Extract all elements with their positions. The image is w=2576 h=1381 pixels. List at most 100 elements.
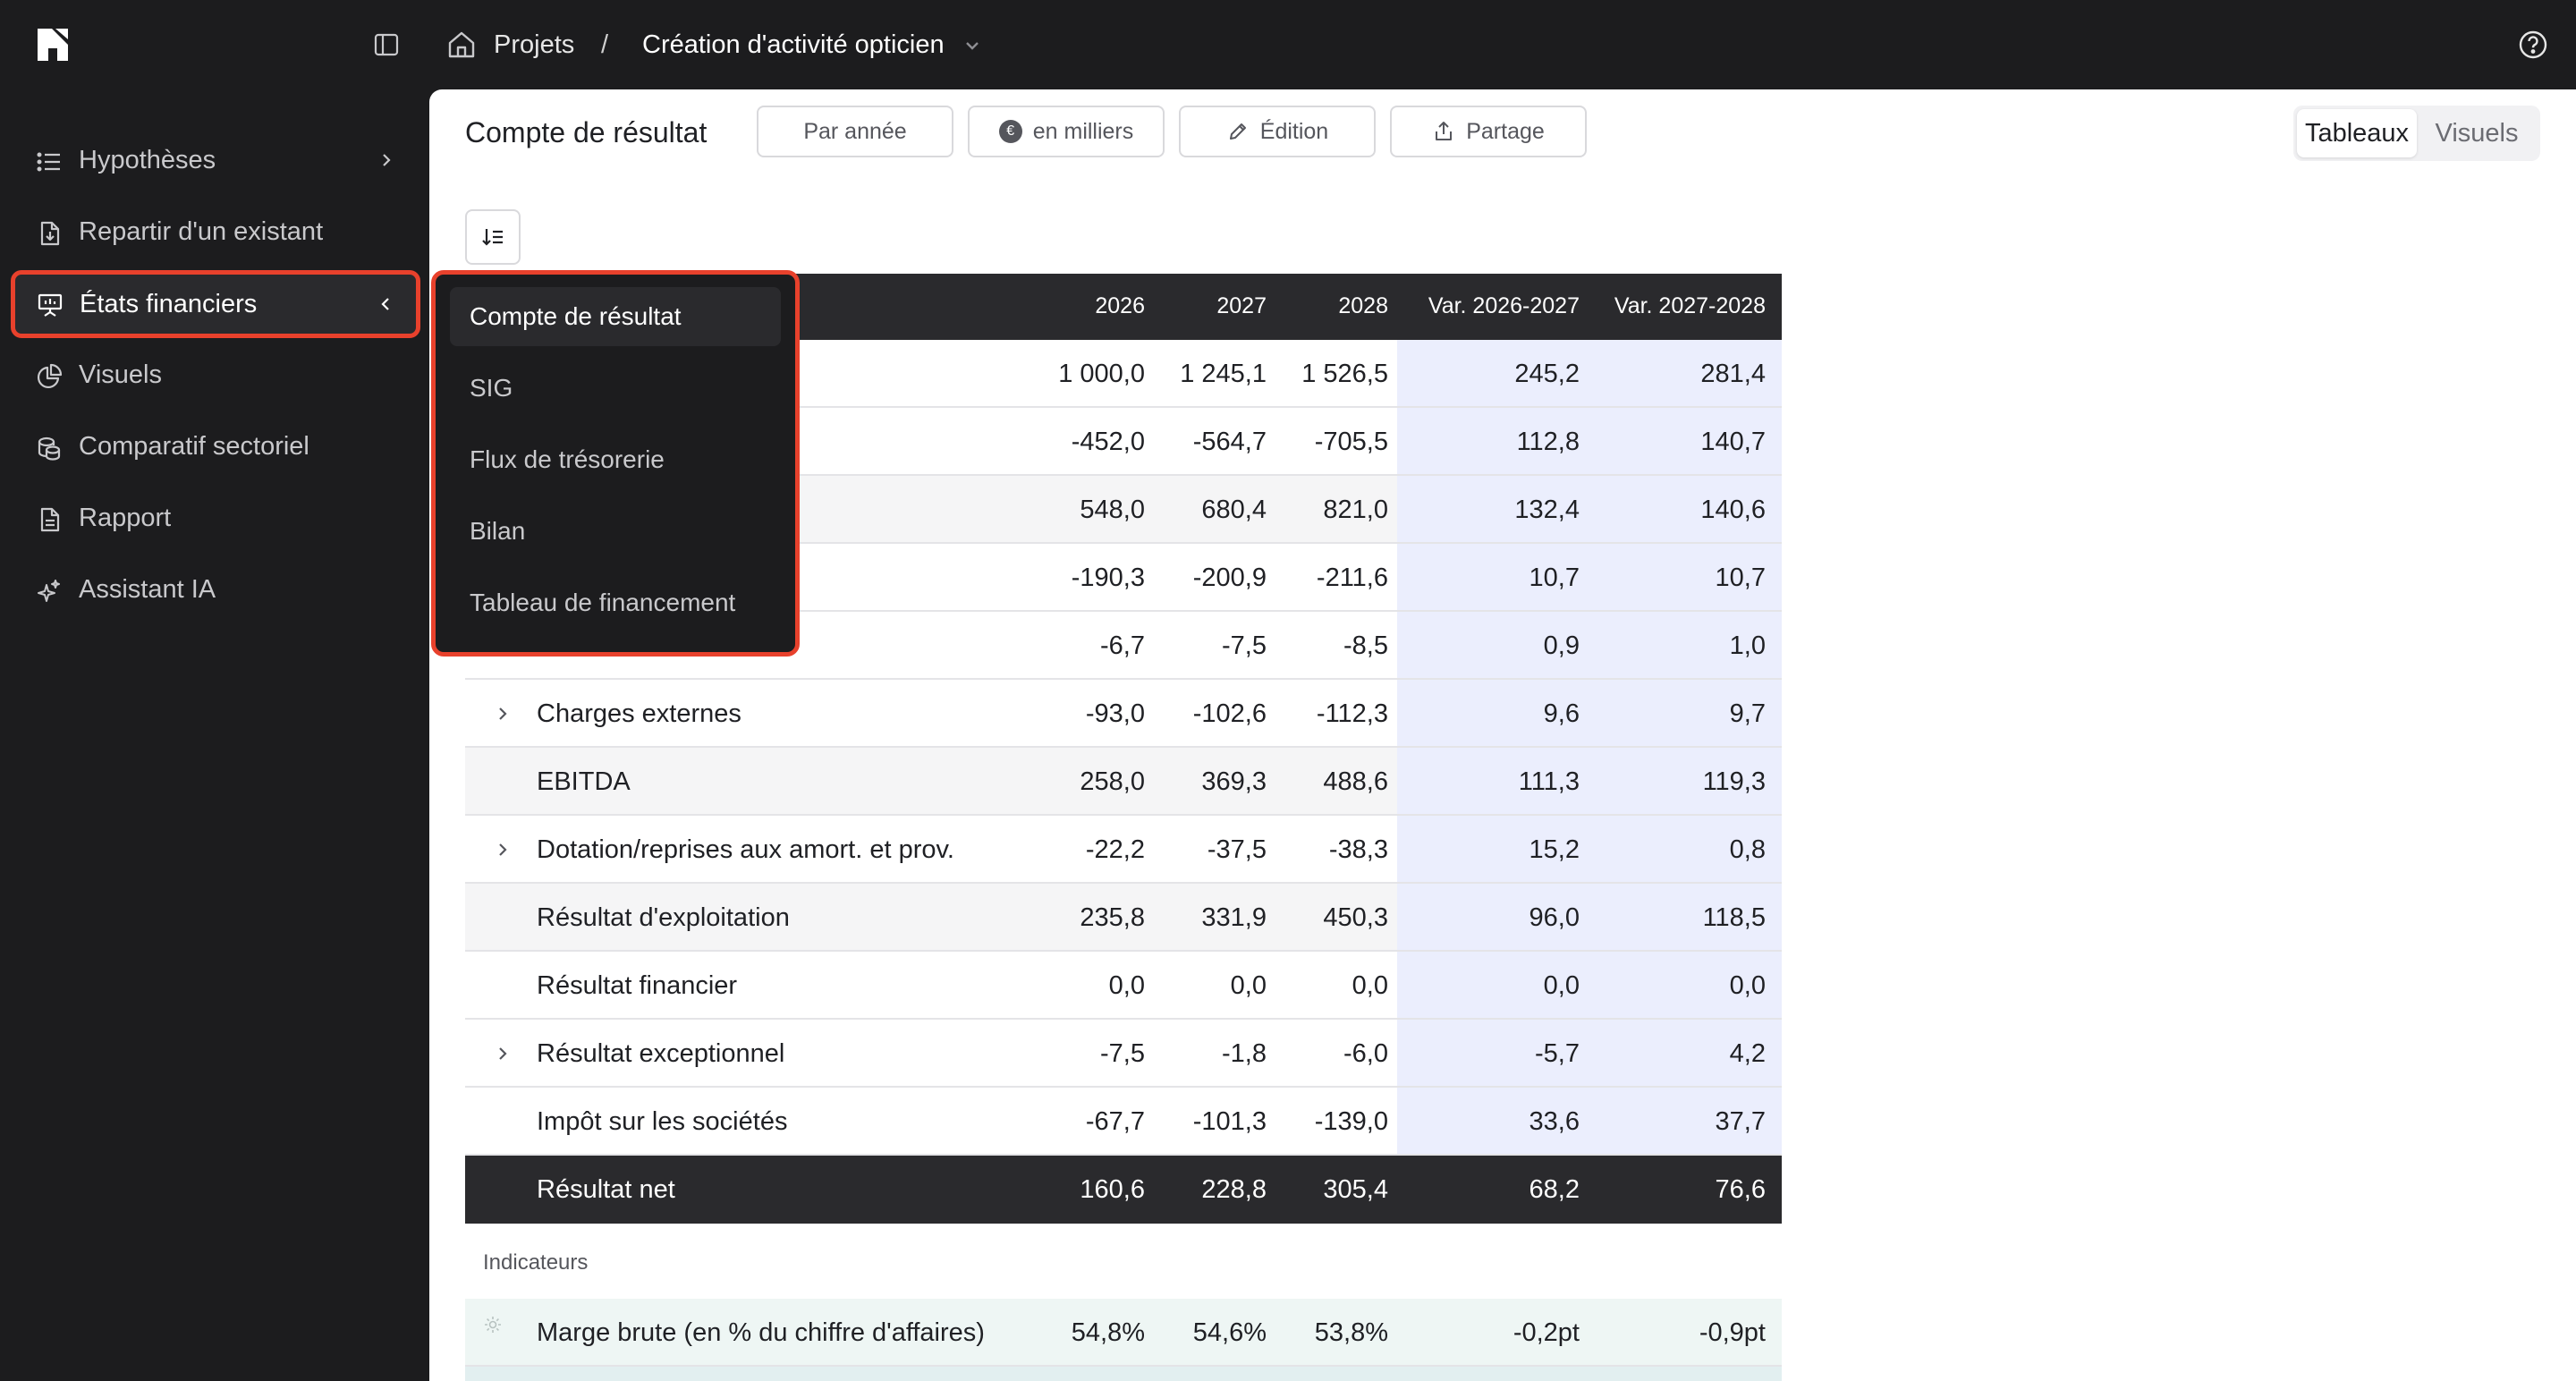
share-button-label: Partage bbox=[1466, 118, 1545, 144]
income-statement-table: 2026 2027 2028 Var. 2026-2027 Var. 2027-… bbox=[465, 274, 1782, 1381]
table-row[interactable]: Impôt sur les sociétés -67,7 -101,3 -139… bbox=[465, 1088, 1782, 1156]
cell-value: 54,6% bbox=[1192, 1318, 1267, 1347]
table-row[interactable]: Résultat d'exploitation 235,8 331,9 450,… bbox=[465, 884, 1782, 952]
view-toggle: Tableaux Visuels bbox=[2293, 106, 2540, 161]
sidebar-item-repartir[interactable]: Repartir d'un existant bbox=[13, 200, 417, 263]
document-icon bbox=[40, 507, 60, 532]
breadcrumb-projects-link[interactable]: Projets bbox=[494, 30, 575, 59]
cell-variance: 132,4 bbox=[1514, 496, 1580, 524]
cell-value: -93,0 bbox=[1085, 699, 1145, 728]
edit-button-label: Édition bbox=[1259, 118, 1329, 144]
breadcrumb-separator: / bbox=[601, 30, 609, 59]
row-label: Résultat financier bbox=[537, 971, 738, 1000]
cell-value: -705,5 bbox=[1314, 428, 1388, 456]
menu-item-bilan[interactable]: Bilan bbox=[470, 517, 526, 545]
row-label: Marge brute (en % du chiffre d'affaires) bbox=[537, 1318, 985, 1347]
sparkles-icon bbox=[38, 580, 60, 602]
cell-variance: 281,4 bbox=[1700, 360, 1766, 388]
pie-chart-icon bbox=[37, 363, 63, 389]
cell-value: 369,3 bbox=[1201, 767, 1267, 796]
cell-variance: 68,2 bbox=[1529, 1175, 1580, 1204]
list-icon bbox=[37, 152, 60, 172]
cell-variance: 4,2 bbox=[1729, 1039, 1766, 1068]
file-import-icon bbox=[40, 221, 60, 246]
breadcrumb-current-project[interactable]: Création d'activité opticien bbox=[642, 30, 945, 59]
table-row[interactable]: Charges externes -93,0 -102,6 -112,3 9,6… bbox=[465, 680, 1782, 748]
menu-item-sig[interactable]: SIG bbox=[470, 374, 513, 402]
period-button-label: Par année bbox=[803, 118, 907, 144]
cell-value: -22,2 bbox=[1085, 835, 1145, 864]
gear-icon[interactable] bbox=[483, 1315, 503, 1334]
table-row[interactable]: Résultat exceptionnel -7,5 -1,8 -6,0 -5,… bbox=[465, 1020, 1782, 1088]
table-row[interactable]: EBITDA 258,0 369,3 488,6 111,3 119,3 bbox=[465, 748, 1782, 816]
pencil-icon bbox=[1229, 123, 1246, 140]
share-button[interactable]: Partage bbox=[1390, 106, 1587, 157]
sidebar-item-rapport[interactable]: Rapport bbox=[13, 487, 417, 549]
sidebar-item-hypotheses[interactable]: Hypothèses bbox=[13, 129, 417, 191]
menu-item-tableau-de-financement[interactable]: Tableau de financement bbox=[470, 589, 736, 616]
indicator-row-partial bbox=[465, 1367, 1782, 1381]
cell-variance: 140,6 bbox=[1700, 496, 1766, 524]
expand-chevron-icon[interactable] bbox=[494, 705, 512, 723]
app-logo-icon[interactable] bbox=[34, 25, 73, 64]
expand-chevron-icon[interactable] bbox=[494, 1045, 512, 1063]
cell-value: 53,8% bbox=[1314, 1318, 1388, 1347]
cell-variance: 0,9 bbox=[1543, 631, 1580, 660]
cell-value: -452,0 bbox=[1071, 428, 1145, 456]
indicators-label: Indicateurs bbox=[483, 1250, 589, 1275]
cell-value: 1 245,1 bbox=[1180, 360, 1267, 388]
column-header-2028[interactable]: 2028 bbox=[1338, 293, 1388, 318]
chevron-down-icon[interactable] bbox=[962, 36, 982, 55]
sidebar-item-label: Repartir d'un existant bbox=[79, 217, 324, 246]
sidebar-item-assistant-ia[interactable]: Assistant IA bbox=[13, 558, 417, 621]
cell-value: 305,4 bbox=[1323, 1175, 1388, 1204]
sidebar-toggle-icon[interactable] bbox=[372, 30, 401, 59]
menu-item-compte-de-resultat[interactable]: Compte de résultat bbox=[450, 287, 781, 346]
home-icon[interactable] bbox=[445, 29, 478, 61]
sidebar-item-label: États financiers bbox=[80, 290, 258, 318]
cell-value: -6,0 bbox=[1343, 1039, 1388, 1068]
cell-value: -38,3 bbox=[1328, 835, 1388, 864]
edit-button[interactable]: Édition bbox=[1179, 106, 1376, 157]
cell-value: 548,0 bbox=[1080, 496, 1145, 524]
sidebar-item-etats-financiers[interactable]: États financiers bbox=[11, 270, 420, 338]
column-header-2026[interactable]: 2026 bbox=[1095, 293, 1145, 318]
sidebar-item-label: Hypothèses bbox=[79, 146, 216, 174]
cell-value: -112,3 bbox=[1316, 699, 1388, 728]
cell-value: -102,6 bbox=[1192, 699, 1267, 728]
cell-value: 821,0 bbox=[1323, 496, 1388, 524]
coins-icon bbox=[38, 436, 61, 461]
table-row[interactable]: Résultat financier 0,0 0,0 0,0 0,0 0,0 bbox=[465, 952, 1782, 1020]
column-header-2027[interactable]: 2027 bbox=[1216, 293, 1267, 318]
chevron-left-icon bbox=[381, 298, 389, 310]
row-label: Résultat net bbox=[537, 1175, 675, 1204]
cell-variance: 0,0 bbox=[1543, 971, 1580, 1000]
view-tables-tab[interactable]: Tableaux bbox=[2297, 109, 2417, 157]
sidebar-item-label: Assistant IA bbox=[79, 575, 216, 604]
unit-button[interactable]: € en milliers bbox=[968, 106, 1165, 157]
financial-statements-menu: Compte de résultat SIG Flux de trésoreri… bbox=[431, 270, 800, 657]
table-row[interactable]: Dotation/reprises aux amort. et prov. -2… bbox=[465, 816, 1782, 884]
table-row-total[interactable]: Résultat net 160,6 228,8 305,4 68,2 76,6 bbox=[465, 1156, 1782, 1224]
cell-variance: 9,6 bbox=[1543, 699, 1580, 728]
help-icon[interactable] bbox=[2517, 29, 2549, 61]
view-visuals-tab[interactable]: Visuels bbox=[2435, 118, 2519, 148]
indicator-row[interactable]: Marge brute (en % du chiffre d'affaires)… bbox=[465, 1299, 1782, 1367]
expand-chevron-icon[interactable] bbox=[494, 841, 512, 859]
cell-value: 680,4 bbox=[1201, 496, 1267, 524]
sidebar-item-label: Rapport bbox=[79, 504, 172, 532]
sort-button[interactable] bbox=[465, 209, 521, 265]
sidebar-item-comparatif[interactable]: Comparatif sectoriel bbox=[13, 415, 417, 478]
period-button[interactable]: Par année bbox=[757, 106, 953, 157]
sidebar-item-visuels[interactable]: Visuels bbox=[13, 343, 417, 406]
column-header-var-2026-2027[interactable]: Var. 2026-2027 bbox=[1428, 293, 1580, 318]
column-header-var-2027-2028[interactable]: Var. 2027-2028 bbox=[1614, 293, 1766, 318]
sidebar: Hypothèses Repartir d'un existant États … bbox=[0, 89, 429, 1381]
cell-value: 235,8 bbox=[1080, 903, 1145, 932]
sort-icon bbox=[482, 229, 503, 246]
cell-value: -139,0 bbox=[1314, 1107, 1388, 1136]
cell-variance: 15,2 bbox=[1529, 835, 1580, 864]
top-bar: Projets / Création d'activité opticien bbox=[0, 0, 2576, 89]
cell-variance: 1,0 bbox=[1729, 631, 1766, 660]
menu-item-flux-de-tresorerie[interactable]: Flux de trésorerie bbox=[470, 445, 665, 473]
